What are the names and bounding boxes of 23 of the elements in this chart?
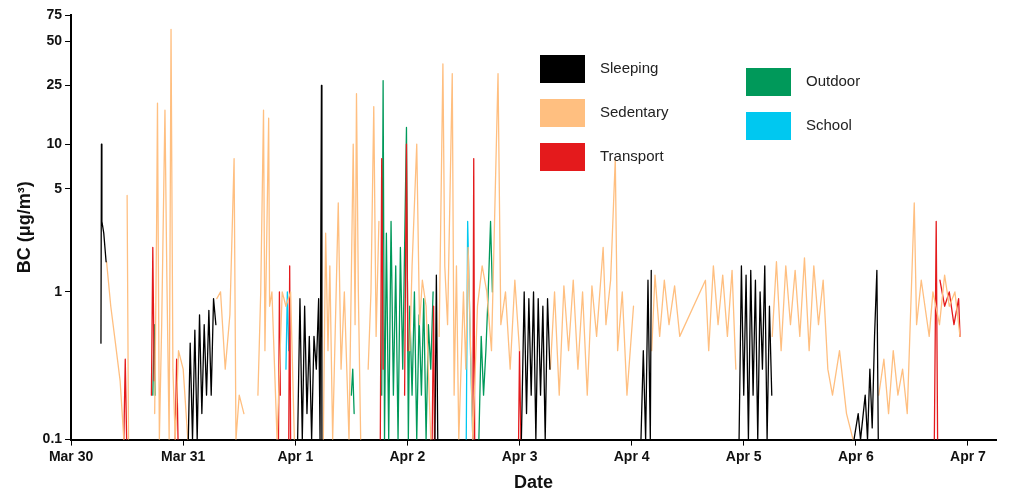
legend-label: Sedentary bbox=[600, 103, 669, 121]
y-tick-label: 50 bbox=[46, 31, 63, 48]
x-tick-label: Apr 4 bbox=[613, 447, 650, 464]
x-tick-label: Apr 7 bbox=[950, 447, 987, 464]
legend-label: Sleeping bbox=[600, 59, 659, 77]
y-axis-title: BC (μg/m³) bbox=[13, 181, 34, 274]
y-tick-label: 25 bbox=[46, 76, 63, 93]
x-tick-label: Mar 30 bbox=[48, 447, 94, 464]
x-tick-label: Apr 5 bbox=[725, 447, 762, 464]
x-tick-label: Apr 2 bbox=[389, 447, 426, 464]
x-tick-label: Apr 1 bbox=[277, 447, 314, 464]
y-tick-label: 5 bbox=[54, 179, 63, 196]
legend-label: Outdoor bbox=[806, 72, 861, 90]
legend-label: School bbox=[806, 116, 852, 134]
y-tick-label: 0.1 bbox=[42, 430, 63, 447]
x-tick-label: Apr 3 bbox=[501, 447, 538, 464]
y-tick-label: 10 bbox=[46, 135, 63, 152]
x-tick-label: Apr 6 bbox=[837, 447, 874, 464]
legend-label: Transport bbox=[600, 147, 665, 165]
y-tick-label: 75 bbox=[46, 5, 63, 22]
x-tick-label: Mar 31 bbox=[161, 447, 206, 464]
x-axis-title: Date bbox=[514, 472, 554, 493]
y-tick-label: 1 bbox=[54, 282, 63, 299]
